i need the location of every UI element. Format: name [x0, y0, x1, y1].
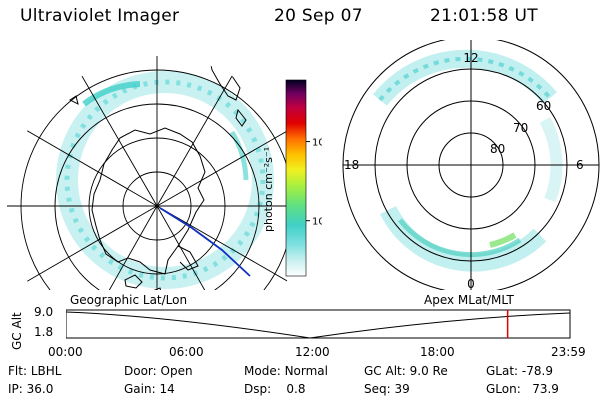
info-ip-value: 36.0: [26, 382, 54, 396]
mlt-label-18: 18: [344, 158, 359, 172]
mlt-label-0: 0: [467, 277, 475, 290]
mlt-label-12: 12: [463, 51, 478, 65]
info-glat-value: -78.9: [521, 364, 553, 378]
altitude-plot: [66, 309, 571, 339]
satellite-track: [159, 207, 251, 277]
altitude-xtick-4: 23:59: [551, 345, 586, 359]
mlat-label-70: 70: [513, 121, 528, 135]
info-glon-value: 73.9: [532, 382, 559, 396]
info-gc-alt-value: 9.0 Re: [409, 364, 448, 378]
mlat-label-60: 60: [536, 99, 551, 113]
polar-mlat-mlt-plot: 12 18 6 0 60 70 80: [342, 40, 600, 290]
altitude-xtick-1: 06:00: [169, 345, 204, 359]
altitude-ytick-min: 1.8: [34, 325, 54, 339]
geo-panel-label: Geographic Lat/Lon: [70, 293, 188, 307]
colorbar-tick-label-0: 10: [312, 217, 322, 228]
altitude-curve: [66, 311, 571, 339]
polar-mlt-axes: [343, 40, 599, 290]
altitude-ytick-max: 9.0: [34, 305, 54, 319]
colorbar-unit-label: photon cm⁻²s⁻¹: [262, 146, 275, 232]
header-time: 21:01:58 UT: [430, 6, 538, 26]
polar-panel-label: Apex MLat/MLT: [424, 293, 514, 307]
info-door: Door: Open: [124, 364, 193, 378]
info-gain: Gain: 14: [124, 382, 175, 396]
info-door-value: Open: [160, 364, 193, 378]
geographic-map: [7, 56, 300, 290]
info-seq-value: 39: [394, 382, 410, 396]
geo-map-content: [7, 56, 300, 290]
info-glat: GLat: -78.9: [486, 364, 553, 378]
colorbar-gradient: [285, 79, 307, 277]
info-flt-value: LBHL: [30, 364, 62, 378]
polar-aurora-oval: [372, 49, 563, 272]
info-ip: IP: 36.0: [8, 382, 54, 396]
mlt-label-6: 6: [576, 158, 584, 172]
colorbar: 10 100: [285, 79, 322, 277]
altitude-xtick-2: 12:00: [295, 345, 330, 359]
info-mode: Mode: Normal: [244, 364, 328, 378]
app-title: Ultraviolet Imager: [20, 6, 180, 26]
altitude-plot-frame: [66, 309, 571, 339]
info-flt: Flt: LBHL: [8, 364, 62, 378]
info-dsp: Dsp: 0.8: [244, 382, 306, 396]
info-seq: Seq: 39: [364, 382, 410, 396]
info-glon: GLon: 73.9: [486, 382, 559, 396]
info-gc-alt: GC Alt: 9.0 Re: [364, 364, 448, 378]
header-date: 20 Sep 07: [274, 6, 363, 26]
geo-aurora-oval: [56, 71, 274, 289]
mlat-label-80: 80: [490, 142, 505, 156]
info-gain-value: 14: [159, 382, 175, 396]
info-mode-value: Normal: [284, 364, 328, 378]
colorbar-tick-label-1: 100: [312, 138, 322, 149]
altitude-ylabel: GC Alt: [10, 312, 24, 350]
altitude-xtick-0: 00:00: [48, 345, 83, 359]
altitude-xtick-3: 18:00: [420, 345, 455, 359]
info-dsp-value: 0.8: [286, 382, 306, 396]
antarctica-coastline: [91, 127, 206, 275]
